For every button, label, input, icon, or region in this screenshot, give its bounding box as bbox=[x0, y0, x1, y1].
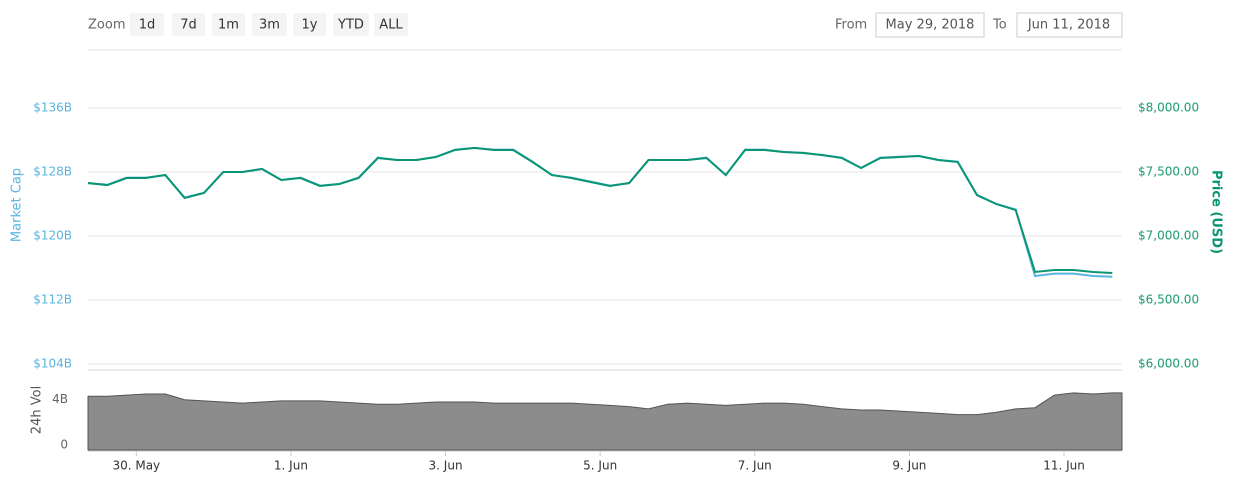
x-tick-label: 9. Jun bbox=[892, 459, 926, 473]
zoom-button[interactable]: YTD bbox=[333, 13, 369, 36]
y2-tick-label: $7,000.00 bbox=[1138, 229, 1199, 243]
x-tick-label: 7. Jun bbox=[738, 459, 772, 473]
y-axis-title: Market Cap bbox=[10, 168, 25, 242]
volume-area bbox=[87, 392, 1123, 451]
zoom-button-bg[interactable] bbox=[130, 13, 164, 36]
zoom-button[interactable]: ALL bbox=[374, 13, 408, 36]
zoom-button[interactable]: 3m bbox=[252, 13, 287, 36]
zoom-button-label[interactable]: 1y bbox=[302, 18, 318, 33]
zoom-button-bg[interactable] bbox=[172, 13, 205, 36]
y2-tick-label: $8,000.00 bbox=[1138, 101, 1199, 115]
y2-tick-label: $7,500.00 bbox=[1138, 165, 1199, 179]
series-line bbox=[87, 146, 1113, 274]
zoom-button-label[interactable]: 3m bbox=[259, 18, 280, 33]
volume-tick-label: 0 bbox=[60, 438, 68, 452]
x-tick-label: 5. Jun bbox=[583, 459, 617, 473]
x-tick-label: 1. Jun bbox=[274, 459, 308, 473]
from-input[interactable]: May 29, 2018 bbox=[875, 12, 985, 38]
zoom-button[interactable]: 1y bbox=[293, 13, 326, 36]
zoom-button-label[interactable]: ALL bbox=[379, 18, 403, 33]
volume-tick-label: 4B bbox=[52, 392, 68, 406]
to-input[interactable]: Jun 11, 2018 bbox=[1016, 12, 1123, 38]
y2-tick-label: $6,500.00 bbox=[1138, 293, 1199, 307]
zoom-button-label[interactable]: 7d bbox=[180, 18, 197, 33]
zoom-button-bg[interactable] bbox=[252, 13, 287, 36]
zoom-button-label[interactable]: 1d bbox=[139, 18, 156, 33]
zoom-button[interactable]: 7d bbox=[172, 13, 205, 36]
zoom-button-bg[interactable] bbox=[333, 13, 369, 36]
from-date[interactable]: May 29, 2018 bbox=[886, 18, 975, 33]
zoom-button-bg[interactable] bbox=[293, 13, 326, 36]
y-tick-label: $120B bbox=[33, 229, 72, 243]
from-box[interactable] bbox=[875, 12, 985, 38]
y-tick-label: $104B bbox=[33, 357, 72, 371]
x-tick-label: 30. May bbox=[112, 459, 160, 473]
zoom-button-bg[interactable] bbox=[374, 13, 408, 36]
x-tick-label: 11. Jun bbox=[1043, 459, 1085, 473]
zoom-button[interactable]: 1d bbox=[130, 13, 164, 36]
to-date[interactable]: Jun 11, 2018 bbox=[1027, 18, 1110, 33]
from-label: From bbox=[835, 18, 867, 33]
series-line bbox=[87, 146, 1113, 278]
zoom-button-label[interactable]: YTD bbox=[337, 18, 364, 33]
y-tick-label: $112B bbox=[33, 293, 72, 307]
zoom-button-bg[interactable] bbox=[212, 13, 245, 36]
y-tick-label: $136B bbox=[33, 101, 72, 115]
x-tick-label: 3. Jun bbox=[429, 459, 463, 473]
y2-tick-label: $6,000.00 bbox=[1138, 357, 1199, 371]
zoom-label: Zoom bbox=[88, 18, 125, 33]
volume-axis-title: 24h Vol bbox=[30, 386, 45, 434]
to-label: To bbox=[992, 18, 1007, 33]
zoom-button[interactable]: 1m bbox=[212, 13, 245, 36]
zoom-button-label[interactable]: 1m bbox=[218, 18, 239, 33]
y-tick-label: $128B bbox=[33, 165, 72, 179]
to-box[interactable] bbox=[1016, 12, 1123, 38]
y2-axis-title: Price (USD) bbox=[1209, 170, 1224, 254]
